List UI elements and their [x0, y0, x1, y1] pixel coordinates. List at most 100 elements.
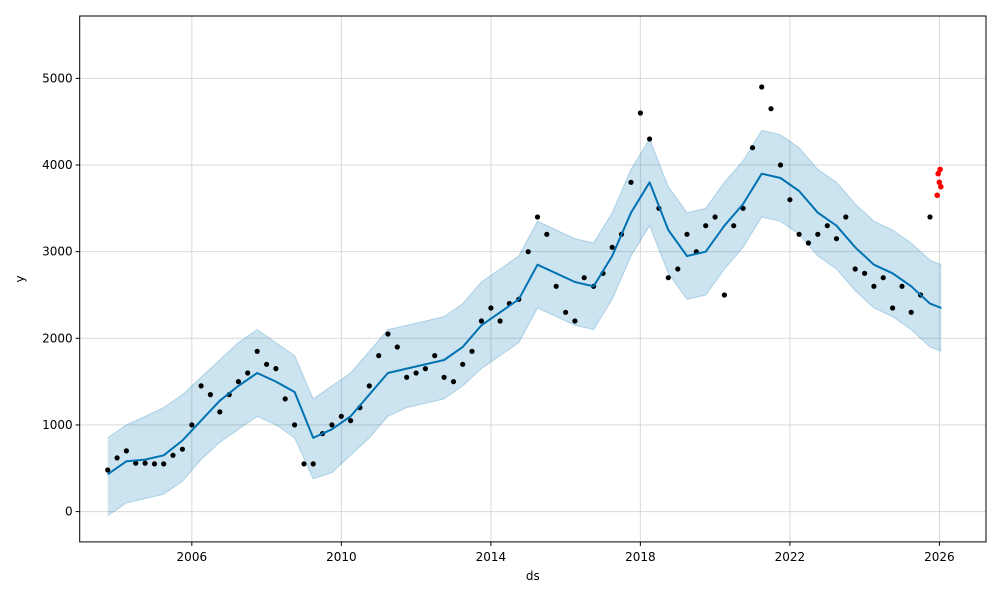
forecast-line: [107, 172, 942, 476]
x-tick-label: 2010: [326, 550, 357, 564]
observed-point: [712, 214, 718, 220]
observed-point: [927, 214, 933, 220]
observed-point: [469, 348, 475, 354]
observed-point: [675, 266, 681, 272]
observed-point: [338, 413, 344, 419]
observed-point: [301, 461, 307, 467]
observed-point: [235, 379, 241, 385]
observed-point: [563, 309, 569, 315]
y-tick-label: 2000: [42, 331, 73, 345]
observed-point: [721, 292, 728, 298]
observed-point: [207, 392, 213, 398]
observed-point: [161, 461, 167, 467]
recent-point: [938, 183, 944, 190]
observed-point: [787, 197, 793, 203]
observed-point: [488, 305, 494, 311]
recent-point: [935, 170, 941, 177]
forecast-line-layer: [107, 172, 942, 476]
observed-point: [413, 370, 419, 376]
observed-point: [525, 249, 531, 255]
observed-point: [282, 396, 288, 402]
observed-point: [366, 383, 372, 389]
observed-point: [759, 84, 765, 90]
observed-point: [292, 422, 298, 428]
y-axis-ticks: 0 1000 2000 3000 4000 5000: [42, 71, 80, 519]
x-axis-label: ds: [526, 569, 540, 583]
observed-point: [768, 106, 774, 112]
observed-point: [703, 223, 709, 229]
observed-point: [348, 418, 354, 424]
y-tick-label: 0: [65, 505, 73, 519]
observed-point: [450, 379, 457, 385]
observed-point: [899, 283, 905, 289]
y-tick-label: 1000: [42, 418, 73, 432]
observed-point: [749, 145, 756, 151]
observed-point: [310, 461, 316, 467]
observed-point: [628, 179, 634, 185]
observed-point: [432, 353, 438, 359]
plot-frame: [79, 15, 987, 543]
y-tick-label: 3000: [42, 245, 73, 259]
y-tick-label: 5000: [42, 71, 73, 85]
observed-point: [478, 318, 484, 324]
observed-point: [908, 309, 914, 315]
upper-bound-line: [107, 129, 942, 439]
observed-point: [105, 467, 111, 473]
x-tick-label: 2014: [476, 550, 507, 564]
observed-point: [189, 422, 195, 428]
observed-point: [647, 136, 653, 142]
observed-point: [217, 409, 223, 415]
observed-point: [553, 283, 559, 289]
observed-point: [871, 283, 877, 289]
observed-point: [544, 231, 550, 237]
observed-point: [890, 305, 896, 311]
observed-point: [805, 240, 812, 246]
observed-point: [637, 110, 644, 116]
observed-point: [731, 223, 737, 229]
observed-point: [441, 374, 447, 380]
observed-point: [534, 214, 541, 220]
observed-point: [170, 452, 176, 458]
observed-point: [796, 231, 802, 237]
recent-point: [937, 166, 943, 173]
observed-point: [264, 361, 270, 367]
observed-point: [142, 460, 148, 466]
x-tick-label: 2022: [775, 550, 806, 564]
observed-point: [581, 275, 587, 281]
y-tick-label: 4000: [42, 158, 73, 172]
plot-background: [79, 16, 986, 542]
observed-point: [114, 455, 120, 461]
y-axis-label: y: [13, 275, 27, 282]
observed-point: [329, 422, 335, 428]
observed-point: [815, 231, 821, 237]
observed-point: [572, 318, 578, 324]
observed-point: [777, 162, 784, 168]
observed-point: [609, 244, 615, 250]
observed-point: [254, 348, 260, 354]
observed-point: [852, 266, 858, 272]
observed-point: [394, 344, 400, 350]
observed-point: [833, 236, 840, 242]
x-tick-label: 2018: [625, 550, 656, 564]
observed-point: [376, 353, 382, 359]
observed-point: [404, 374, 410, 380]
x-tick-label: 2006: [177, 550, 208, 564]
observed-point: [273, 366, 279, 372]
observed-point: [198, 383, 204, 389]
x-axis-ticks: 2006 2010 2014 2018 2022 2026: [177, 541, 955, 564]
x-tick-label: 2026: [924, 550, 955, 564]
observed-point: [151, 461, 158, 467]
recent-point: [934, 192, 940, 199]
observed-point: [497, 318, 503, 324]
observed-points: [105, 84, 933, 473]
observed-point: [179, 446, 185, 452]
observed-point: [133, 460, 139, 466]
observed-point: [460, 361, 466, 367]
observed-point: [665, 275, 671, 281]
observed-point: [843, 214, 849, 220]
recent-points: [934, 166, 944, 199]
observed-point: [245, 370, 251, 376]
observed-point: [385, 331, 391, 337]
